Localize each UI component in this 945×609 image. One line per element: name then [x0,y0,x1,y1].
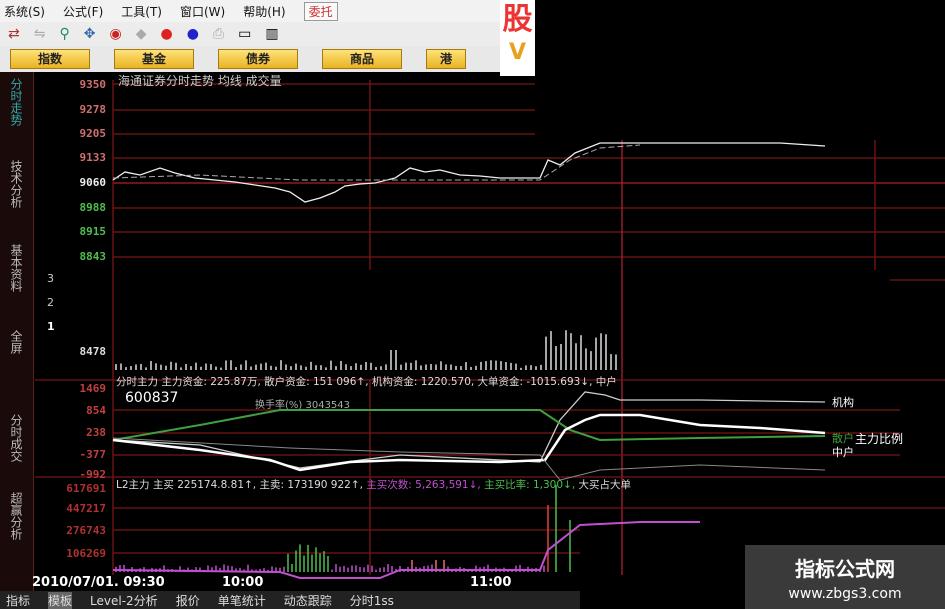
l2-stat-large: 大买占大单 [578,479,632,491]
y-label: 447217 [66,502,106,515]
price-line [112,142,826,203]
middle-line [112,437,826,481]
tab-intraday[interactable]: 分时走势 [9,78,23,126]
diamond-icon[interactable]: ◆ [135,26,147,42]
volume-label: 2 [47,296,54,309]
binoculars-icon[interactable]: ⚲ [59,26,70,42]
bottom-tabs: 指标 模板 Level-2分析 报价 单笔统计 动态跟踪 分时1ss [0,591,580,609]
y-label: 617691 [66,482,106,495]
tab-dynamic[interactable]: 动态跟踪 [283,593,332,608]
y-label: 9205 [79,127,107,140]
legend-middle: 中户 [832,446,854,459]
volume-max-label: 8478 [79,345,107,358]
legend-institution: 机构 [832,396,854,409]
toolbar: ⇄ ⇋ ⚲ ✥ ◉ ◆ ● ● ⎙ ▭ ▥ [0,22,535,46]
sidebar: 分时走势 技术分析 基本资料 全屏 分时成交 超赢分析 [0,72,34,592]
y-label: 8843 [79,250,107,263]
tab-fundamentals[interactable]: 基本资料 [9,244,23,292]
menu-system[interactable]: 系统(S) [4,4,45,19]
y-label: 9060 [79,176,107,189]
l2-bars [115,485,571,572]
price-grid [35,80,945,575]
y-label: -992 [79,468,107,481]
l2-stats: L2主力 主买 225174.8.81↑, 主卖: 173190 922↑, 主… [116,477,631,492]
l2-stat-ratio: 主买比率: 1,300↓, [484,479,576,491]
tab-trades[interactable]: 分时成交 [9,414,23,462]
y-label: 8988 [79,201,107,214]
flow-subtitle: 换手率(%) 3043543 [255,400,351,411]
watermark-name: 指标公式网 [795,557,895,581]
search-icon[interactable]: ✥ [83,26,96,42]
y-label: 106269 [66,547,106,560]
menu-formula[interactable]: 公式(F) [62,4,104,19]
quick-bar: 指数 基金 债券 商品 港 [0,46,535,72]
y-label: 1469 [79,382,107,395]
commodity-button[interactable]: 商品 [322,49,402,69]
menu-help[interactable]: 帮助(H) [243,4,286,19]
price-panel-title: 海通证券分时走势 均线 成交量 [118,74,282,88]
l2-stat-count: 主买次数: 5,263,591↓, [366,479,481,491]
legend-main-ratio: 主力比例 [855,432,904,446]
print-icon[interactable]: ⎙ [212,26,225,42]
red-stock-icon[interactable]: ● [160,26,173,42]
time-axis-start: 2010/07/01. 09:30 [32,575,165,590]
index-button[interactable]: 指数 [10,49,90,69]
entrust-button[interactable]: 委托 [303,1,338,21]
tab-single-trade[interactable]: 单笔统计 [217,593,266,608]
time-tick: 11:00 [470,575,512,590]
tab-level2[interactable]: Level-2分析 [90,593,158,608]
watermark-url: www.zbgs3.com [788,586,902,602]
tab-technical[interactable]: 技术分析 [9,160,23,208]
menu-bar: 系统(S) 公式(F) 工具(T) 窗口(W) 帮助(H) 委托 [0,0,535,22]
stock-code: 600837 [125,390,179,406]
volume-label: 1 [47,320,55,333]
menu-window[interactable]: 窗口(W) [179,4,226,19]
blue-stock-icon[interactable]: ● [186,26,199,42]
tab-quote[interactable]: 报价 [175,593,200,608]
y-label: 238 [86,426,106,439]
legend-retail: 散户 [832,432,854,445]
hk-button[interactable]: 港 [426,49,466,69]
l2-stat-buy: L2主力 主买 225174.8.81↑, 主卖: 173190 922↑, [116,479,363,491]
menu-tools[interactable]: 工具(T) [121,4,162,19]
main-ratio-line [112,413,826,472]
tab-indicator[interactable]: 指标 [6,593,31,608]
alert-icon[interactable]: ◉ [109,26,122,42]
y-label: -377 [79,448,107,461]
y-label: 9278 [79,103,107,116]
disconnect-icon[interactable]: ⇋ [33,26,46,42]
flow-stats: 分时主力 主力资金: 225.87万, 散户资金: 151 096↑, 机构资金… [116,376,617,388]
l2-purple-line [112,521,700,579]
retail-line [112,409,826,442]
book-icon[interactable]: ▥ [265,26,279,42]
y-label: 8915 [79,225,107,238]
time-tick: 10:00 [222,575,264,590]
window-icon[interactable]: ▭ [238,26,252,42]
y-label: 9133 [79,151,107,164]
volume-bars [115,330,617,370]
tab-template[interactable]: 模板 [48,591,73,609]
tab-intraday-ss[interactable]: 分时1ss [349,593,394,608]
y-label: 276743 [66,524,106,537]
y-label: 9350 [79,78,107,91]
bond-button[interactable]: 债券 [218,49,298,69]
connect-icon[interactable]: ⇄ [8,26,20,42]
tab-fullscreen[interactable]: 全屏 [9,330,23,354]
institution-line [112,391,826,469]
volume-label: 3 [47,272,54,285]
watermark: 指标公式网 www.zbgs3.com [745,545,945,609]
y-label: 854 [86,404,106,417]
fund-button[interactable]: 基金 [114,49,194,69]
tab-analysis[interactable]: 超赢分析 [9,492,23,540]
avg-price-line [112,144,641,181]
